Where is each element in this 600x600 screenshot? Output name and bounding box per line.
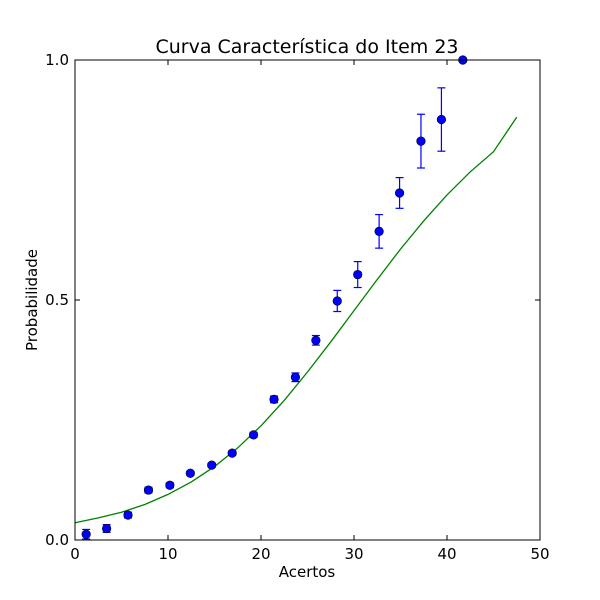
x-tick-label: 50 xyxy=(530,545,549,563)
y-tick-label: 0.0 xyxy=(45,531,69,549)
y-axis-label: Probabilidade xyxy=(23,249,41,351)
chart-title: Curva Característica do Item 23 xyxy=(155,36,458,58)
data-point-15 xyxy=(374,226,384,236)
data-point-12 xyxy=(311,335,321,345)
data-point-17 xyxy=(416,136,426,146)
data-point-9 xyxy=(248,430,259,440)
plot-area xyxy=(74,55,518,540)
plot-frame xyxy=(74,59,541,541)
x-tick-label: 40 xyxy=(437,545,456,563)
x-tick-label: 10 xyxy=(158,545,177,563)
data-point-11 xyxy=(290,372,301,382)
y-tick-label: 1.0 xyxy=(45,51,69,69)
x-axis: 0 10 20 30 40 50 xyxy=(70,60,550,563)
fitted-curve xyxy=(74,116,518,524)
data-point-6 xyxy=(185,468,195,478)
data-point-1 xyxy=(81,529,91,539)
data-point-8 xyxy=(227,448,237,458)
data-point-16 xyxy=(394,188,405,198)
x-tick-label: 20 xyxy=(251,545,270,563)
y-tick-label: 0.5 xyxy=(45,291,69,309)
data-point-2 xyxy=(102,523,112,534)
data-point-4 xyxy=(143,485,154,495)
data-point-18 xyxy=(436,114,447,125)
data-point-3 xyxy=(123,510,133,520)
x-axis-label: Acertos xyxy=(279,563,336,581)
data-point-14 xyxy=(353,269,363,280)
data-point-10 xyxy=(269,394,279,404)
x-tick-label: 0 xyxy=(70,545,80,563)
data-point-7 xyxy=(207,460,217,470)
x-tick-label: 30 xyxy=(344,545,363,563)
data-point-13 xyxy=(332,296,342,306)
y-axis: 0.0 0.5 1.0 xyxy=(45,51,540,549)
data-point-5 xyxy=(165,480,175,490)
